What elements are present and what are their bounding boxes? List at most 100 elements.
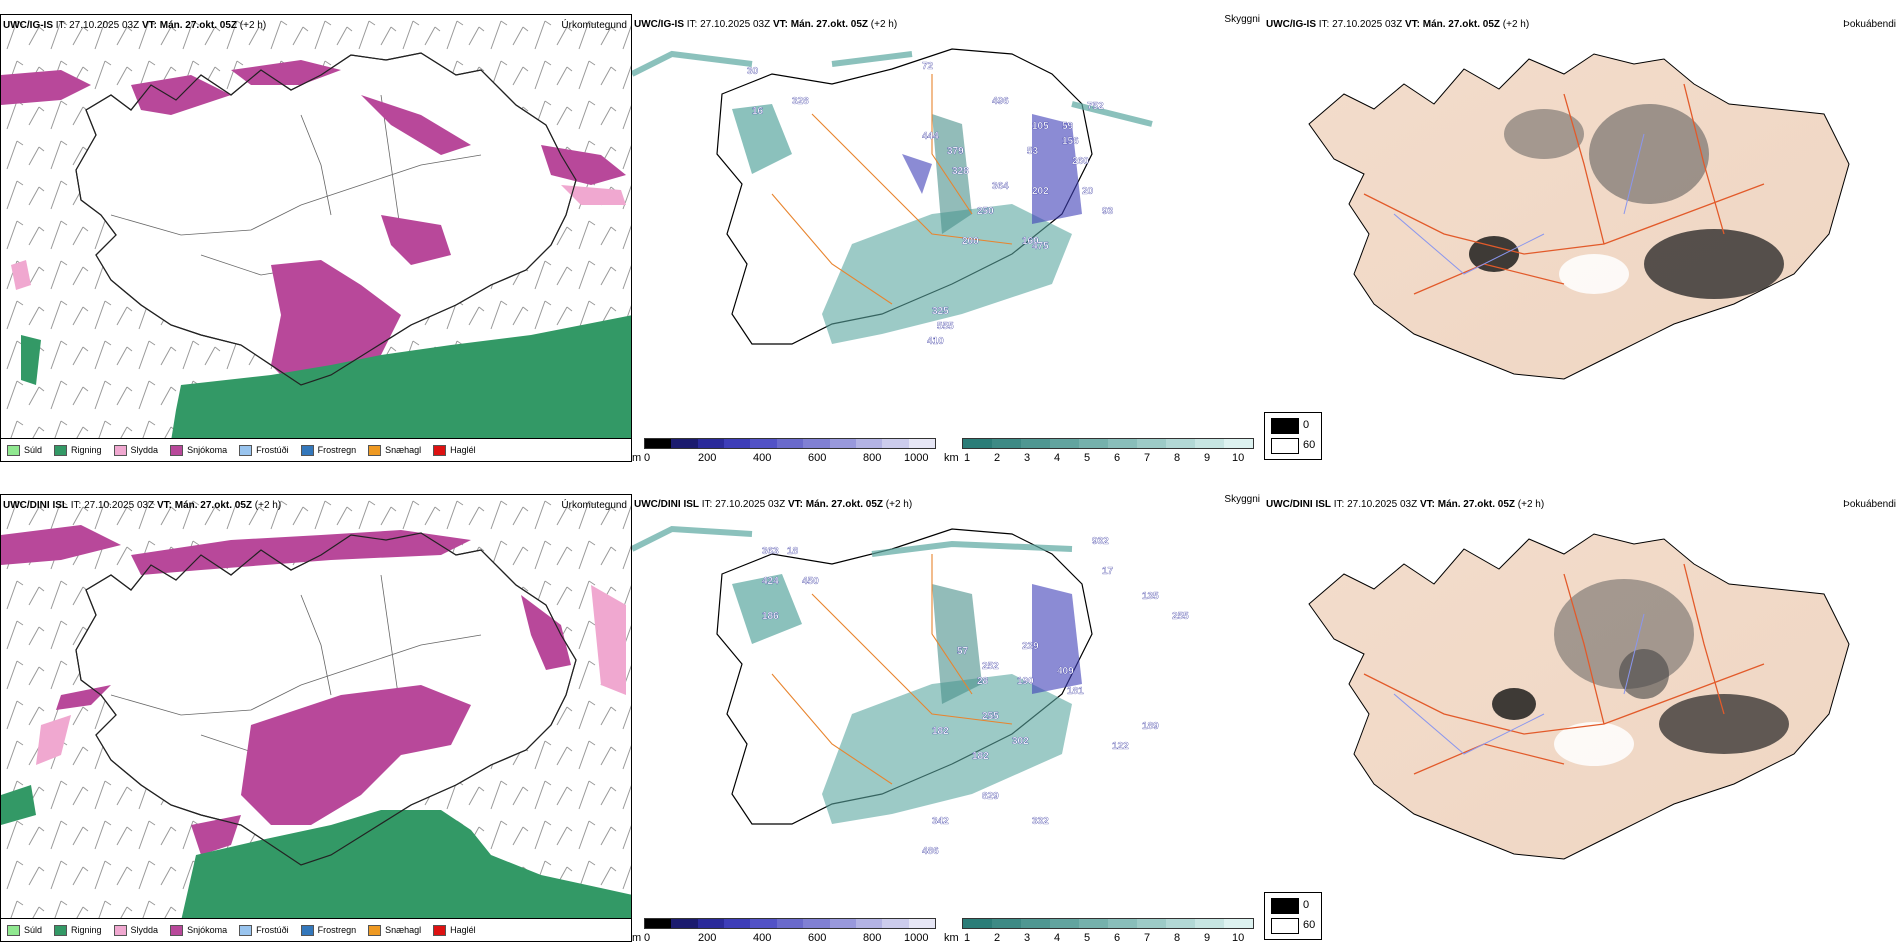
cloud-base-label: 379 <box>947 146 964 157</box>
cloud-base-label: 28 <box>977 676 989 687</box>
colorbar-tick: 600 <box>808 932 827 942</box>
legend-item: Snjókoma <box>170 444 228 456</box>
legend-label: Snjókoma <box>187 445 228 455</box>
colorbar-tick: 800 <box>863 932 882 942</box>
colorbar-ramp <box>962 918 1254 929</box>
legend-label: Rigning <box>71 925 102 935</box>
colorbar-tick: 4 <box>1054 932 1061 942</box>
legend-item: Snæhagl <box>368 924 422 936</box>
fog-legend-label: 60 <box>1303 439 1316 451</box>
precip-type-legend: Súld Rigning Slydda Snjókoma Frostúði Fr… <box>1 918 631 941</box>
cloud-base-label: 182 <box>972 751 989 762</box>
legend-swatch <box>433 924 447 936</box>
fog-legend-swatch <box>1271 418 1299 434</box>
legend-swatch <box>368 924 382 936</box>
legend-item: Frostúði <box>239 924 289 936</box>
cloud-base-label: 475 <box>1032 241 1049 252</box>
precip-type-panel-top: UWC/IG-IS IT: 27.10.2025 03Z VT: Mán. 27… <box>0 14 632 462</box>
panel-tag: Þokuábendi <box>1843 19 1896 30</box>
fog-legend-swatch <box>1271 898 1299 914</box>
colorbar-tick: 3 <box>1024 932 1031 942</box>
cloud-base-label: 59 <box>1062 121 1074 132</box>
legend-item: Snjókoma <box>170 924 228 936</box>
legend-label: Frostregn <box>317 445 357 455</box>
cloud-base-label: 135 <box>1142 591 1159 602</box>
fog-legend: 0 60 <box>1264 412 1322 460</box>
cloud-base-label: 829 <box>982 791 999 802</box>
legend-label: Snjókoma <box>187 925 228 935</box>
colorbar-unit: m <box>632 452 642 462</box>
colorbar-tick: 1 <box>964 452 971 462</box>
legend-swatch <box>113 924 127 936</box>
cloud-base-label: 160 <box>1022 236 1039 247</box>
cloud-base-label: 18 <box>787 546 799 557</box>
panel-tag: Þokuábendi <box>1843 499 1896 510</box>
legend-swatch <box>54 444 68 456</box>
legend-label: Haglél <box>450 925 476 935</box>
cloud-base-colorbar: m 0 200 400 600 800 1000 <box>632 918 937 942</box>
legend-swatch <box>300 444 314 456</box>
precip-type-panel-bottom: UWC/DINI ISL IT: 27.10.2025 03Z VT: Mán.… <box>0 494 632 942</box>
cloud-base-label: 189 <box>1142 721 1159 732</box>
cloud-base-label: 186 <box>762 611 779 622</box>
cloud-base-label: 302 <box>1012 736 1029 747</box>
panel-title: UWC/IG-IS IT: 27.10.2025 03Z VT: Mán. 27… <box>3 20 267 31</box>
colorbar-tick: 1000 <box>904 932 929 942</box>
legend-label: Frostregn <box>317 925 357 935</box>
legend-label: Frostúði <box>256 445 289 455</box>
legend-label: Frostúði <box>256 925 289 935</box>
legend-swatch <box>300 924 314 936</box>
legend-swatch <box>113 444 127 456</box>
colorbar-tick: 8 <box>1174 932 1181 942</box>
colorbar-unit: km <box>944 452 959 462</box>
panel-title: UWC/DINI ISL IT: 27.10.2025 03Z VT: Mán.… <box>1266 499 1545 510</box>
cloud-base-label: 555 <box>937 321 954 332</box>
cloud-base-label: 105 <box>1032 121 1049 132</box>
cloud-base-label: 325 <box>932 306 949 317</box>
legend-label: Slydda <box>130 445 159 455</box>
legend-item: Haglél <box>433 924 476 936</box>
precip-type-legend: Súld Rigning Slydda Snjókoma Frostúði Fr… <box>1 438 631 461</box>
legend-item: Slydda <box>113 444 159 456</box>
fog-legend-swatch <box>1271 918 1299 934</box>
panel-tag: Úrkomutegund <box>561 500 627 511</box>
legend-item: Haglél <box>433 444 476 456</box>
colorbar-tick: 7 <box>1144 452 1151 462</box>
colorbar-tick: 600 <box>808 452 827 462</box>
cloud-base-label: 181 <box>1067 686 1084 697</box>
legend-label: Haglél <box>450 445 476 455</box>
legend-label: Rigning <box>71 445 102 455</box>
cloud-base-label: 182 <box>932 726 949 737</box>
fog-indicator-panel-bottom: UWC/DINI ISL IT: 27.10.2025 03Z VT: Mán.… <box>1264 494 1900 942</box>
colorbar-unit: m <box>632 932 642 942</box>
cloud-base-label: 17 <box>1102 566 1114 577</box>
cloud-base-label: 16 <box>752 106 764 117</box>
colorbar-tick: 5 <box>1084 932 1091 942</box>
fog-map <box>1308 53 1850 380</box>
colorbar-tick: 4 <box>1054 452 1061 462</box>
legend-item: Súld <box>7 444 42 456</box>
legend-item: Frostúði <box>239 444 289 456</box>
legend-swatch <box>170 924 184 936</box>
colorbar-tick: 200 <box>698 932 717 942</box>
panel-tag: Úrkomutegund <box>561 20 627 31</box>
cloud-visibility-panel-bottom: UWC/DINI ISL IT: 27.10.2025 03Z VT: Mán.… <box>632 494 1264 942</box>
colorbar-tick: 400 <box>753 932 772 942</box>
cloud-base-label: 328 <box>952 166 969 177</box>
legend-item: Snæhagl <box>368 444 421 456</box>
colorbar-tick: 3 <box>1024 452 1031 462</box>
colorbar-ramp <box>962 438 1254 449</box>
fog-legend: 0 60 <box>1264 892 1322 940</box>
colorbar-ramp <box>644 438 936 449</box>
cloud-visibility-panel-top: UWC/IG-IS IT: 27.10.2025 03Z VT: Mán. 27… <box>632 14 1264 462</box>
cloud-base-label: 410 <box>927 336 944 347</box>
colorbar-tick: 800 <box>863 452 882 462</box>
panel-title: UWC/IG-IS IT: 27.10.2025 03Z VT: Mán. 27… <box>634 19 898 30</box>
cloud-base-label: 250 <box>977 206 994 217</box>
panel-tag: Skyggni <box>1224 14 1260 25</box>
colorbar-tick: 200 <box>698 452 717 462</box>
colorbar-tick: 5 <box>1084 452 1091 462</box>
legend-label: Snæhagl <box>385 925 422 935</box>
legend-item: Frostregn <box>300 444 357 456</box>
legend-swatch <box>54 924 68 936</box>
